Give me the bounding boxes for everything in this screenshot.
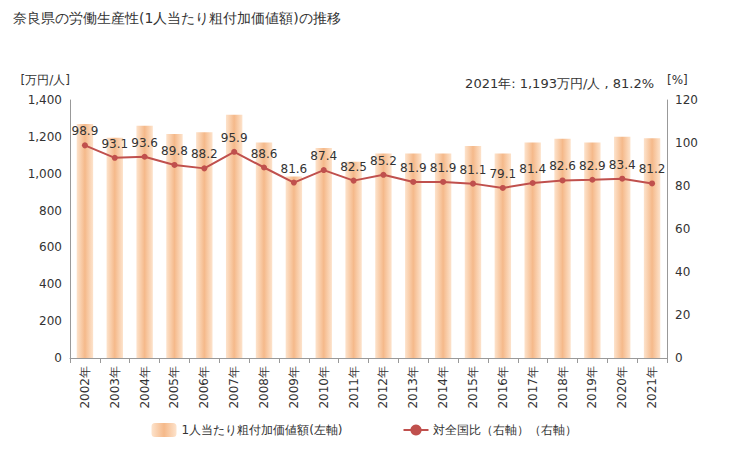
svg-text:81.9: 81.9 (400, 161, 427, 175)
svg-text:81.1: 81.1 (460, 163, 487, 177)
svg-text:85.2: 85.2 (370, 154, 397, 168)
svg-text:1,200: 1,200 (28, 130, 62, 144)
svg-text:2018年: 2018年 (556, 366, 570, 409)
svg-text:81.9: 81.9 (430, 161, 457, 175)
svg-text:2009年: 2009年 (287, 366, 301, 409)
svg-text:200: 200 (39, 314, 62, 328)
svg-text:[%]: [%] (667, 73, 688, 87)
svg-text:2014年: 2014年 (436, 366, 450, 409)
svg-text:82.5: 82.5 (340, 160, 367, 174)
svg-text:60: 60 (675, 222, 690, 236)
svg-text:2015年: 2015年 (466, 366, 480, 409)
svg-text:80: 80 (675, 179, 690, 193)
svg-text:1人当たり粗付加価値額(左軸): 1人当たり粗付加価値額(左軸) (182, 423, 343, 437)
svg-text:20: 20 (675, 308, 690, 322)
svg-text:400: 400 (39, 277, 62, 291)
svg-text:[万円/人]: [万円/人] (21, 73, 70, 87)
svg-text:2005年: 2005年 (167, 366, 181, 409)
svg-text:81.6: 81.6 (281, 162, 308, 176)
svg-text:79.1: 79.1 (489, 167, 516, 181)
svg-text:2021年: 2021年 (645, 366, 659, 409)
svg-text:2003年: 2003年 (108, 366, 122, 409)
svg-text:800: 800 (39, 204, 62, 218)
svg-text:88.2: 88.2 (191, 147, 218, 161)
svg-text:奈良県の労働生産性(1人当たり粗付加価値額)の推移: 奈良県の労働生産性(1人当たり粗付加価値額)の推移 (13, 10, 341, 26)
svg-text:88.6: 88.6 (251, 147, 278, 161)
svg-text:82.6: 82.6 (549, 159, 576, 173)
svg-text:2006年: 2006年 (197, 366, 211, 409)
svg-text:98.9: 98.9 (72, 124, 99, 138)
svg-text:93.1: 93.1 (101, 137, 128, 151)
svg-text:600: 600 (39, 240, 62, 254)
svg-text:2008年: 2008年 (257, 366, 271, 409)
svg-text:2021年: 1,193万円/人 , 81.2%: 2021年: 1,193万円/人 , 81.2% (465, 76, 654, 91)
svg-text:82.9: 82.9 (579, 159, 606, 173)
svg-text:2020年: 2020年 (615, 366, 629, 409)
svg-text:2017年: 2017年 (526, 366, 540, 409)
svg-text:95.9: 95.9 (221, 131, 248, 145)
svg-text:81.4: 81.4 (519, 162, 546, 176)
svg-text:2019年: 2019年 (585, 366, 599, 409)
svg-text:87.4: 87.4 (310, 149, 337, 163)
svg-text:2012年: 2012年 (376, 366, 390, 409)
svg-text:2004年: 2004年 (138, 366, 152, 409)
svg-text:2011年: 2011年 (347, 366, 361, 409)
svg-text:83.4: 83.4 (609, 158, 636, 172)
svg-text:2013年: 2013年 (406, 366, 420, 409)
svg-text:89.8: 89.8 (161, 144, 188, 158)
svg-text:93.6: 93.6 (131, 136, 158, 150)
svg-text:2002年: 2002年 (78, 366, 92, 409)
svg-text:対全国比（右軸）（右軸）: 対全国比（右軸）（右軸） (433, 423, 577, 437)
svg-text:1,000: 1,000 (28, 167, 62, 181)
svg-text:2016年: 2016年 (496, 366, 510, 409)
svg-text:0: 0 (675, 351, 683, 365)
svg-text:81.2: 81.2 (639, 162, 666, 176)
svg-text:1,400: 1,400 (28, 93, 62, 107)
svg-text:2010年: 2010年 (317, 366, 331, 409)
svg-text:2007年: 2007年 (227, 366, 241, 409)
svg-text:100: 100 (675, 136, 698, 150)
svg-text:40: 40 (675, 265, 690, 279)
svg-text:0: 0 (54, 351, 62, 365)
svg-text:120: 120 (675, 93, 698, 107)
